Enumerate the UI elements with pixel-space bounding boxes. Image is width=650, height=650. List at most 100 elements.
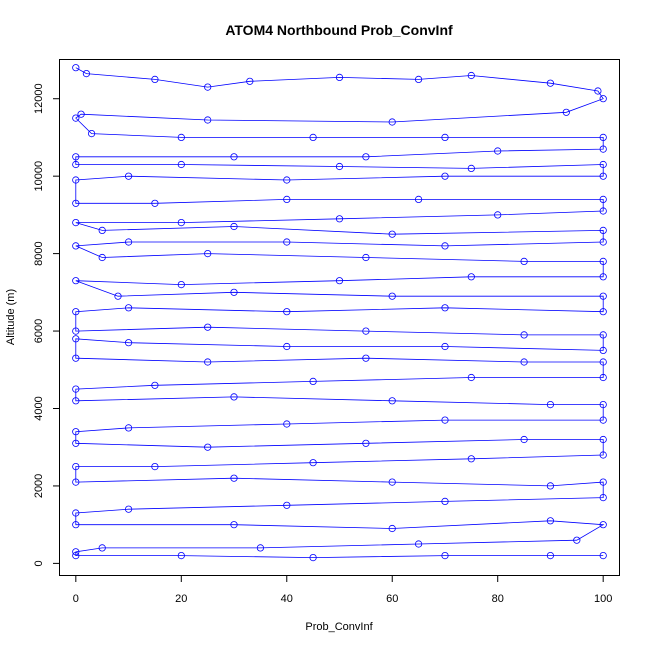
data-point: [283, 176, 291, 184]
data-point: [599, 207, 607, 215]
data-point: [72, 521, 80, 529]
data-point: [335, 73, 344, 82]
data-point: [520, 331, 528, 339]
data-point: [72, 548, 80, 556]
data-point: [283, 420, 291, 428]
y-tick-label: 12000: [33, 83, 45, 114]
data-point: [204, 323, 212, 331]
data-point: [441, 242, 449, 250]
data-point: [599, 493, 607, 502]
data-point: [599, 195, 607, 203]
data-point: [177, 551, 185, 560]
data-point: [573, 536, 581, 544]
data-point: [151, 199, 159, 207]
data-point: [467, 373, 475, 382]
data-point: [362, 439, 370, 447]
data-point: [72, 153, 80, 161]
data-point: [204, 250, 212, 258]
data-point: [441, 304, 449, 312]
data-point: [441, 551, 449, 560]
y-tick-label: 4000: [33, 396, 45, 420]
data-point: [599, 551, 607, 560]
data-point: [230, 288, 238, 296]
x-tick-label: 0: [73, 593, 79, 605]
data-point: [599, 451, 607, 459]
data-point: [599, 292, 607, 300]
data-point: [388, 118, 396, 126]
data-point: [388, 230, 396, 238]
data-point: [520, 358, 528, 366]
data-point: [441, 172, 449, 180]
data-point: [72, 327, 80, 335]
data-point: [599, 331, 607, 339]
data-point: [441, 342, 449, 351]
data-point: [599, 478, 607, 486]
data-point: [72, 114, 80, 122]
data-point: [599, 400, 607, 409]
x-tick-label: 60: [386, 593, 398, 605]
data-point: [362, 253, 370, 262]
data-point: [151, 462, 159, 471]
data-point: [362, 327, 370, 335]
data-point: [599, 273, 607, 281]
data-point: [283, 308, 291, 316]
data-point: [230, 474, 238, 482]
data-point: [494, 211, 502, 219]
data-point: [441, 497, 449, 505]
data-point: [388, 524, 396, 533]
x-axis-label: Prob_ConvInf: [305, 621, 373, 633]
data-point: [309, 133, 317, 141]
data-point: [309, 459, 317, 467]
data-point: [562, 108, 570, 116]
data-point: [72, 462, 80, 471]
plot-area: [59, 59, 620, 576]
data-point: [230, 222, 238, 231]
data-point: [230, 521, 238, 529]
data-point: [125, 304, 133, 312]
data-point: [125, 505, 133, 513]
data-point: [98, 226, 106, 234]
y-axis: 0 2000 4000 6000 8000 10000 12000: [33, 83, 60, 566]
data-point: [72, 428, 80, 436]
data-point: [546, 551, 555, 560]
data-point: [204, 358, 212, 366]
data-point: [388, 397, 396, 405]
data-point: [520, 435, 528, 444]
data-point: [177, 133, 185, 141]
data-point: [335, 215, 344, 223]
data-point: [309, 377, 317, 385]
data-point: [309, 553, 317, 562]
data-point: [335, 162, 344, 171]
data-point: [520, 257, 528, 265]
points-layer: [72, 64, 607, 562]
data-point: [72, 64, 80, 72]
data-point: [599, 133, 607, 141]
data-point: [230, 393, 238, 401]
y-tick-label: 10000: [33, 161, 45, 192]
data-point: [204, 83, 212, 91]
data-point: [494, 147, 502, 155]
data-point: [125, 172, 133, 180]
data-point: [151, 75, 159, 84]
data-point: [283, 501, 291, 509]
data-point: [599, 521, 607, 529]
data-point: [125, 238, 133, 246]
data-point: [546, 482, 555, 490]
y-tick-label: 0: [33, 560, 45, 566]
data-point: [546, 79, 555, 87]
data-point: [599, 346, 607, 354]
data-point: [414, 540, 423, 548]
data-point: [362, 354, 370, 362]
data-point: [441, 133, 449, 141]
data-point: [599, 160, 607, 169]
series-line: [75, 67, 605, 559]
data-point: [72, 397, 80, 405]
data-point: [72, 176, 80, 184]
data-point: [98, 544, 106, 552]
data-point: [441, 416, 449, 424]
data-point: [230, 153, 238, 161]
data-point: [72, 242, 80, 250]
data-point: [546, 400, 555, 409]
data-point: [388, 292, 396, 300]
data-point: [72, 308, 80, 316]
